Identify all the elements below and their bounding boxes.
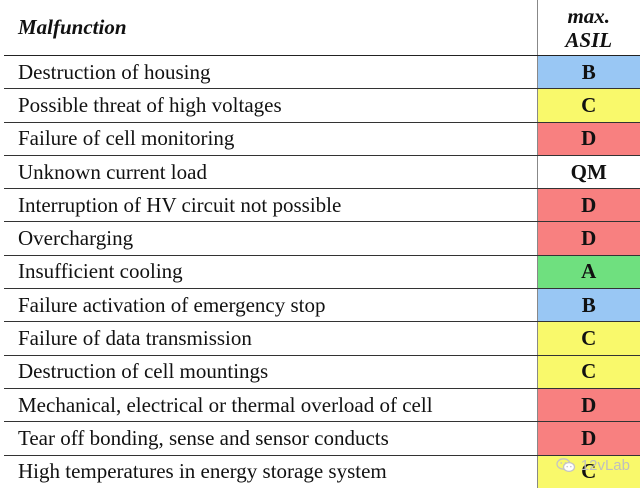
malfunction-header: Malfunction <box>4 0 537 56</box>
asil-cell: B <box>536 55 640 90</box>
asil-cell: D <box>536 188 640 223</box>
asil-cell: QM <box>536 155 640 190</box>
asil-cell: C <box>536 455 640 488</box>
wechat-icon <box>556 458 576 473</box>
table-row: Possible threat of high voltages C <box>4 88 640 123</box>
table-row: Destruction of housing B <box>4 55 640 90</box>
asil-cell: D <box>536 221 640 256</box>
asil-cell: C <box>536 88 640 123</box>
table-row: Mechanical, electrical or thermal overlo… <box>4 388 640 423</box>
malfunction-cell: High temperatures in energy storage syst… <box>18 459 387 484</box>
table-row: Failure of data transmission C <box>4 321 640 356</box>
table-row: Tear off bonding, sense and sensor condu… <box>4 421 640 456</box>
malfunction-cell: Possible threat of high voltages <box>4 88 537 123</box>
table-row: Unknown current load QM <box>4 155 640 190</box>
malfunction-cell: Failure of data transmission <box>4 321 537 356</box>
asil-cell: D <box>536 421 640 456</box>
watermark: 12vLab <box>556 457 630 474</box>
malfunction-cell: Mechanical, electrical or thermal overlo… <box>4 388 537 423</box>
asil-cell: D <box>536 388 640 423</box>
table-row: Interruption of HV circuit not possible D <box>4 188 640 223</box>
asil-table: Malfunction max. ASIL Destruction of hous… <box>4 0 640 488</box>
malfunction-cell: Insufficient cooling <box>4 255 537 290</box>
table-row: Overcharging D <box>4 221 640 256</box>
asil-cell: A <box>536 255 640 290</box>
asil-header: max. ASIL <box>536 0 640 56</box>
malfunction-cell: Unknown current load <box>4 155 537 190</box>
asil-cell: D <box>536 122 640 156</box>
asil-cell: B <box>536 288 640 323</box>
malfunction-cell: Failure of cell monitoring <box>4 122 537 156</box>
asil-cell: C <box>536 321 640 356</box>
table-row: Insufficient cooling A <box>4 255 640 290</box>
malfunction-cell: Interruption of HV circuit not possible <box>4 188 537 223</box>
table-body: Destruction of housing B Possible threat o… <box>4 55 640 488</box>
table-row: High temperatures in energy storage syst… <box>4 455 640 488</box>
malfunction-cell: Destruction of housing <box>4 55 537 90</box>
malfunction-cell: Failure activation of emergency stop <box>4 288 537 323</box>
table-row: Destruction of cell mountings C <box>4 355 640 389</box>
table-row: Failure activation of emergency stop B <box>4 288 640 323</box>
asil-cell: C <box>536 355 640 389</box>
malfunction-cell: Tear off bonding, sense and sensor condu… <box>4 421 537 456</box>
malfunction-cell: Destruction of cell mountings <box>4 355 537 389</box>
header-row: Malfunction max. ASIL <box>4 0 640 56</box>
malfunction-cell: Overcharging <box>4 221 537 256</box>
watermark-text: 12vLab <box>580 457 630 474</box>
table-row: Failure of cell monitoring D <box>4 122 640 156</box>
asil-header-line1: max. <box>567 3 611 28</box>
asil-header-line2: ASIL <box>565 27 613 52</box>
